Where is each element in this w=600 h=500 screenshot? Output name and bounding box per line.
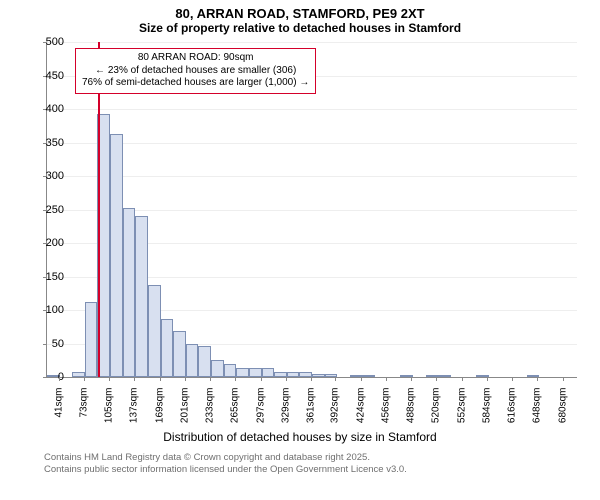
footer-line-2: Contains public sector information licen… xyxy=(44,464,407,476)
histogram-bar xyxy=(224,364,237,377)
xtick-label: 137sqm xyxy=(129,388,140,432)
histogram-bar xyxy=(198,346,211,377)
xtick-mark xyxy=(462,377,463,381)
histogram-bar xyxy=(110,134,123,377)
xtick-label: 329sqm xyxy=(280,388,291,432)
xtick-label: 265sqm xyxy=(230,388,241,432)
annotation-line-3: 76% of semi-detached houses are larger (… xyxy=(82,77,309,90)
xtick-mark xyxy=(261,377,262,381)
xtick-mark xyxy=(235,377,236,381)
ytick-label: 400 xyxy=(24,103,64,115)
ytick-label: 50 xyxy=(24,338,64,350)
xtick-label: 233sqm xyxy=(205,388,216,432)
annotation-line-2: ← 23% of detached houses are smaller (30… xyxy=(82,65,309,78)
histogram-bar xyxy=(262,368,275,377)
ytick-label: 500 xyxy=(24,36,64,48)
xtick-label: 456sqm xyxy=(380,388,391,432)
histogram-bar xyxy=(236,368,249,377)
histogram-bar xyxy=(135,216,148,377)
xtick-label: 297sqm xyxy=(255,388,266,432)
x-axis-label: Distribution of detached houses by size … xyxy=(0,430,600,444)
xtick-mark xyxy=(335,377,336,381)
xtick-mark xyxy=(210,377,211,381)
histogram-bar xyxy=(123,208,136,377)
chart-area: Number of detached properties 80 ARRAN R… xyxy=(0,42,600,442)
xtick-label: 392sqm xyxy=(330,388,341,432)
xtick-label: 73sqm xyxy=(78,388,89,432)
xtick-mark xyxy=(160,377,161,381)
xtick-mark xyxy=(386,377,387,381)
annotation-box: 80 ARRAN ROAD: 90sqm ← 23% of detached h… xyxy=(75,48,316,94)
xtick-label: 680sqm xyxy=(557,388,568,432)
xtick-label: 552sqm xyxy=(456,388,467,432)
ytick-label: 200 xyxy=(24,237,64,249)
histogram-bar xyxy=(161,319,174,377)
xtick-label: 584sqm xyxy=(481,388,492,432)
histogram-bar xyxy=(173,331,186,377)
xtick-label: 648sqm xyxy=(532,388,543,432)
plot-area: 80 ARRAN ROAD: 90sqm ← 23% of detached h… xyxy=(46,42,577,378)
xtick-label: 361sqm xyxy=(306,388,317,432)
histogram-bar xyxy=(85,302,98,377)
xtick-label: 488sqm xyxy=(406,388,417,432)
xtick-label: 41sqm xyxy=(53,388,64,432)
page-title: 80, ARRAN ROAD, STAMFORD, PE9 2XT xyxy=(0,0,600,21)
xtick-mark xyxy=(84,377,85,381)
ytick-label: 300 xyxy=(24,170,64,182)
xtick-mark xyxy=(286,377,287,381)
xtick-label: 616sqm xyxy=(507,388,518,432)
gridline xyxy=(47,42,577,43)
xtick-label: 201sqm xyxy=(179,388,190,432)
footer-line-1: Contains HM Land Registry data © Crown c… xyxy=(44,452,407,464)
xtick-label: 520sqm xyxy=(431,388,442,432)
xtick-mark xyxy=(361,377,362,381)
ytick-label: 100 xyxy=(24,304,64,316)
xtick-mark xyxy=(134,377,135,381)
gridline xyxy=(47,143,577,144)
annotation-line-1: 80 ARRAN ROAD: 90sqm xyxy=(82,52,309,65)
xtick-mark xyxy=(185,377,186,381)
xtick-mark xyxy=(563,377,564,381)
xtick-mark xyxy=(59,377,60,381)
histogram-bar xyxy=(211,360,224,377)
ytick-label: 350 xyxy=(24,137,64,149)
histogram-bar xyxy=(186,344,199,378)
xtick-mark xyxy=(487,377,488,381)
xtick-mark xyxy=(109,377,110,381)
xtick-label: 424sqm xyxy=(355,388,366,432)
xtick-label: 105sqm xyxy=(104,388,115,432)
xtick-mark xyxy=(436,377,437,381)
ytick-label: 450 xyxy=(24,70,64,82)
xtick-mark xyxy=(311,377,312,381)
xtick-mark xyxy=(512,377,513,381)
ytick-label: 150 xyxy=(24,271,64,283)
histogram-bar xyxy=(312,374,325,377)
page-subtitle: Size of property relative to detached ho… xyxy=(0,21,600,37)
xtick-mark xyxy=(411,377,412,381)
histogram-bar xyxy=(287,372,300,377)
histogram-bar xyxy=(438,375,451,377)
histogram-bar xyxy=(148,285,161,377)
gridline xyxy=(47,109,577,110)
ytick-label: 250 xyxy=(24,204,64,216)
xtick-mark xyxy=(537,377,538,381)
histogram-bar xyxy=(249,368,262,377)
footer-attribution: Contains HM Land Registry data © Crown c… xyxy=(44,452,407,476)
histogram-bar xyxy=(362,375,375,377)
gridline xyxy=(47,176,577,177)
xtick-label: 169sqm xyxy=(154,388,165,432)
